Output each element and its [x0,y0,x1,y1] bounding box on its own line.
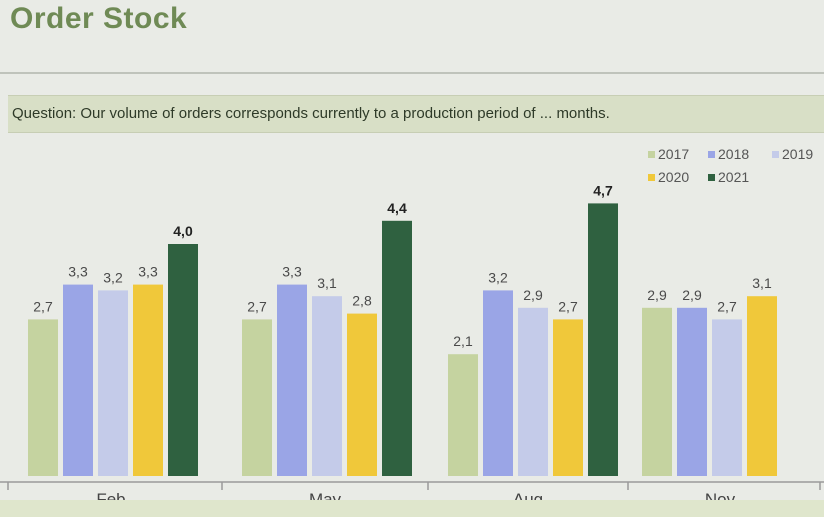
data-label-aug-2021: 4,7 [593,182,613,198]
bar-aug-2017 [448,354,478,476]
data-label-nov-2020: 3,1 [752,275,772,291]
bar-nov-2020 [747,296,777,476]
legend-swatch-2021 [708,174,715,181]
data-label-may-2019: 3,1 [317,275,337,291]
data-label-feb-2019: 3,2 [103,269,123,285]
bar-may-2018 [277,284,307,476]
legend-label-2017: 2017 [658,146,689,162]
bar-may-2021 [382,220,412,476]
legend-swatch-2020 [648,174,655,181]
data-label-may-2018: 3,3 [282,264,302,280]
bar-aug-2021 [588,203,618,476]
legend-label-2020: 2020 [658,169,689,185]
legend-swatch-2019 [772,151,779,158]
bar-may-2017 [242,319,272,476]
question-banner: Question: Our volume of orders correspon… [8,95,824,133]
data-label-feb-2020: 3,3 [138,264,158,280]
legend-label-2021: 2021 [718,169,749,185]
bar-nov-2018 [677,307,707,476]
page-title: Order Stock [10,2,188,35]
data-label-aug-2017: 2,1 [453,333,473,349]
bar-feb-2019 [98,290,128,476]
data-label-feb-2021: 4,0 [173,223,193,239]
bar-may-2020 [347,313,377,476]
value-labels-layer: 2,7 3,3 3,2 3,3 4,0 2,7 3,3 3,1 2,8 4,4 2,1 3,2 2,9 2… [33,182,772,349]
bar-feb-2017 [28,319,58,476]
data-label-may-2021: 4,4 [387,200,407,216]
bar-feb-2020 [133,284,163,476]
legend-label-2019: 2019 [782,146,813,162]
bar-aug-2020 [553,319,583,476]
bar-feb-2021 [168,244,198,476]
data-label-feb-2017: 2,7 [33,298,53,314]
bar-nov-2017 [642,307,672,476]
bars-layer [28,203,777,476]
data-label-aug-2018: 3,2 [488,269,508,285]
bar-feb-2018 [63,284,93,476]
legend-swatch-2018 [708,151,715,158]
data-label-may-2020: 2,8 [352,293,372,309]
title-divider [0,72,824,74]
data-label-may-2017: 2,7 [247,298,267,314]
legend: 2017 2018 2019 2020 2021 [648,146,813,185]
bar-aug-2018 [483,290,513,476]
bar-nov-2019 [712,319,742,476]
data-label-aug-2020: 2,7 [558,298,578,314]
legend-swatch-2017 [648,151,655,158]
bar-aug-2019 [518,307,548,476]
bar-may-2019 [312,296,342,476]
footer-strip [0,500,824,517]
legend-label-2018: 2018 [718,146,749,162]
question-text: Question: Our volume of orders correspon… [12,105,610,122]
data-label-nov-2017: 2,9 [647,287,667,303]
data-label-feb-2018: 3,3 [68,264,88,280]
data-label-aug-2019: 2,9 [523,287,543,303]
data-label-nov-2018: 2,9 [682,287,702,303]
data-label-nov-2019: 2,7 [717,298,737,314]
